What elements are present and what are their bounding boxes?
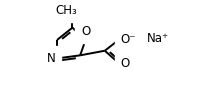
Text: Na⁺: Na⁺ <box>146 32 169 45</box>
Text: O⁻: O⁻ <box>120 33 136 46</box>
Text: N: N <box>47 52 56 65</box>
Text: O: O <box>81 25 90 38</box>
Text: O: O <box>120 57 129 70</box>
Text: CH₃: CH₃ <box>55 4 77 17</box>
